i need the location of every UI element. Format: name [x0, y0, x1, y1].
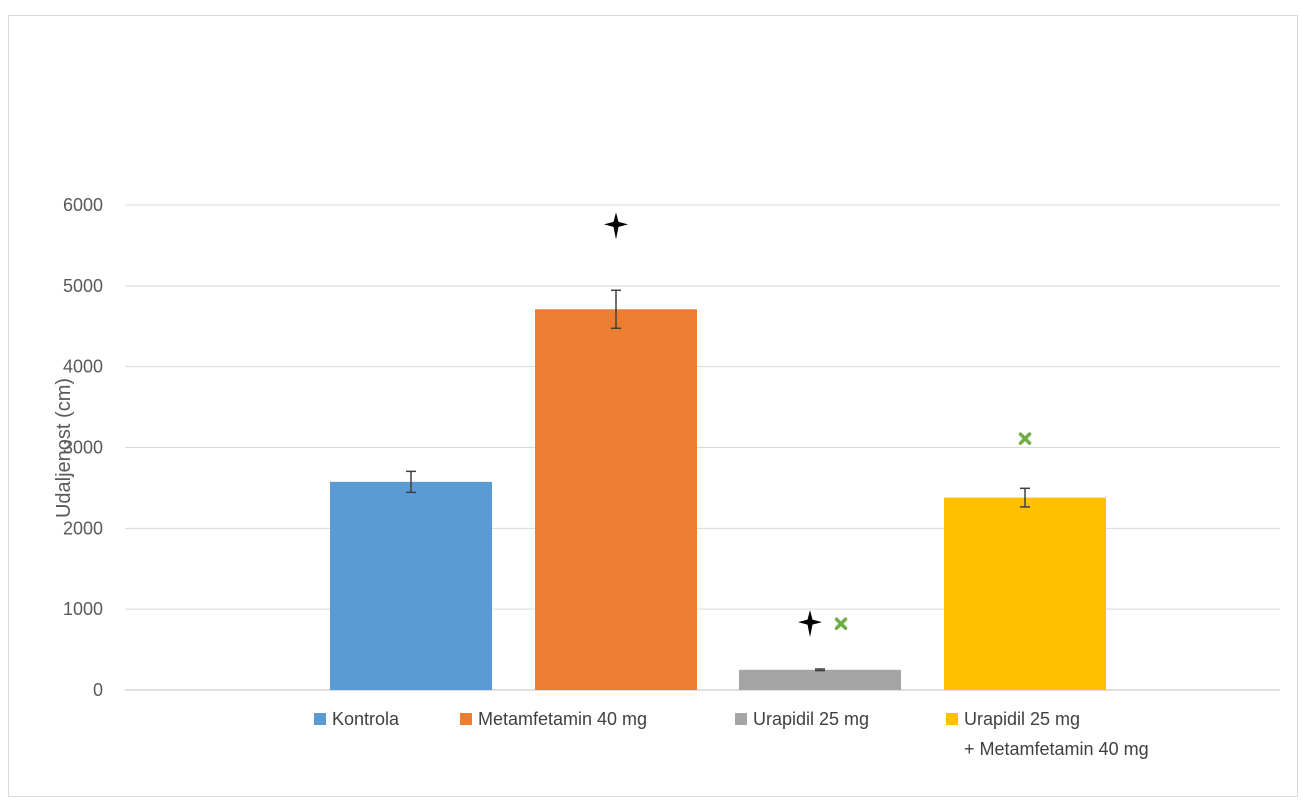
bar — [739, 669, 901, 690]
y-tick-label: 3000 — [63, 438, 103, 458]
y-tick-label: 6000 — [63, 195, 103, 215]
cross-marker — [1018, 432, 1032, 445]
legend-label: Kontrola — [332, 709, 400, 729]
legend-swatch — [314, 713, 326, 725]
y-axis-ticks: 0 1000 2000 3000 4000 5000 6000 — [63, 195, 103, 700]
legend-label: Metamfetamin 40 mg — [478, 709, 647, 729]
error-bars — [406, 289, 1030, 672]
y-tick-label: 5000 — [63, 276, 103, 296]
bars — [330, 309, 1106, 690]
bar — [330, 481, 492, 690]
y-tick-label: 2000 — [63, 518, 103, 538]
legend-label: Urapidil 25 mg — [964, 709, 1080, 729]
star-marker — [798, 610, 822, 638]
y-tick-label: 4000 — [63, 357, 103, 377]
y-tick-label: 1000 — [63, 599, 103, 619]
legend-label: + Metamfetamin 40 mg — [964, 739, 1149, 759]
legend-swatch — [460, 713, 472, 725]
y-tick-label: 0 — [93, 680, 103, 700]
y-axis-title: Udaljenost (cm) — [53, 378, 75, 518]
gridlines — [125, 204, 1280, 691]
cross-marker — [834, 617, 848, 630]
legend-swatch — [946, 713, 958, 725]
significance-markers — [604, 212, 1032, 638]
legend-label: Urapidil 25 mg — [753, 709, 869, 729]
bar — [535, 309, 697, 690]
legend: Kontrola Metamfetamin 40 mg Urapidil 25 mg… — [314, 709, 1149, 759]
bar — [944, 497, 1106, 690]
legend-swatch — [735, 713, 747, 725]
star-marker — [604, 212, 628, 240]
